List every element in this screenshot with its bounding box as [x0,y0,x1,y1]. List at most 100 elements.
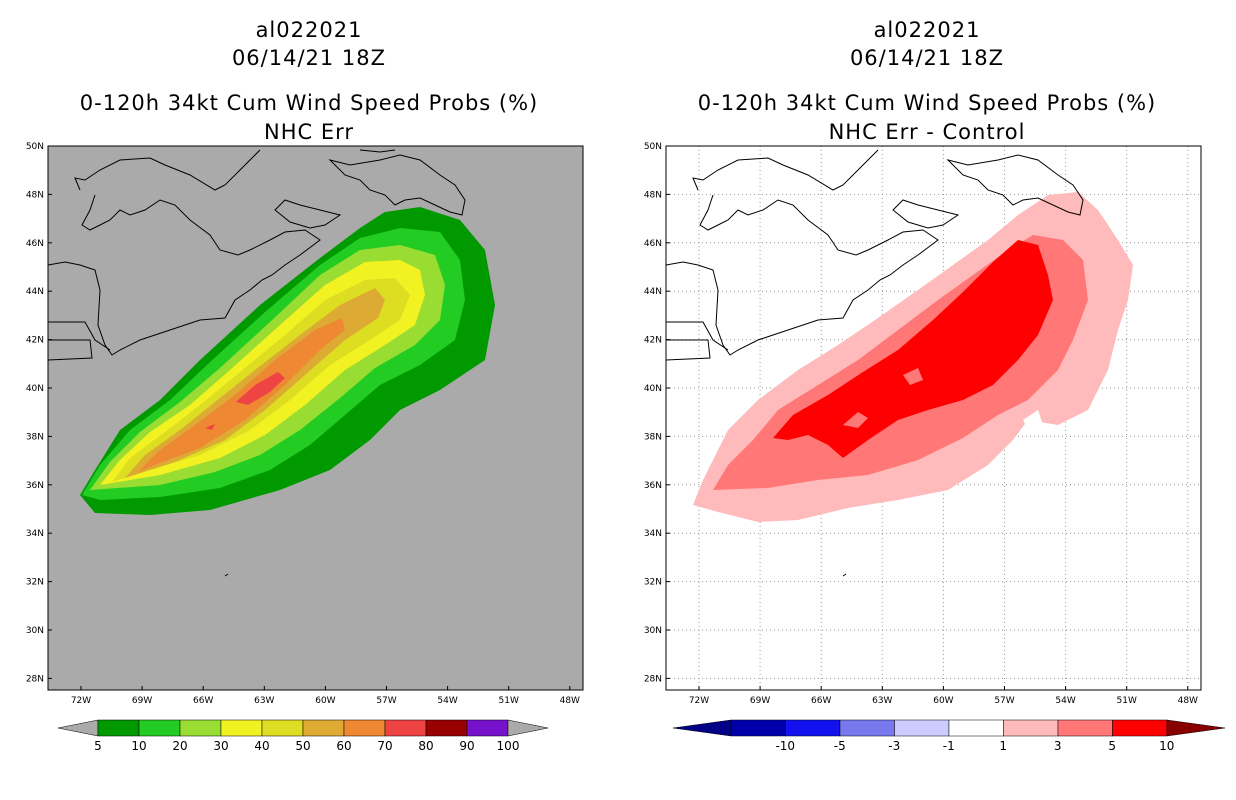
colorbar-label-10: 10 [131,739,146,753]
colorbar-segment-4 [948,719,1004,737]
lon-label-69W: 69W [750,696,770,706]
colorbar-left-arrow [57,719,99,737]
colorbar-segment-1 [785,719,841,737]
lat-label-30N: 30N [26,626,44,636]
left-datetime: 06/14/21 18Z [231,46,387,70]
right-map: 50N 48N 46N 44N 42N 40N 38N 36N 34N 32N 30N 28N 72W 6… [644,142,1226,753]
colorbar-segment-9 [466,719,509,737]
right-storm-id: al022021 [873,18,981,42]
left-product-title: 0-120h 34kt Cum Wind Speed Probs (%) [79,91,539,115]
lon-label-48W: 48W [1178,696,1198,706]
lon-label-48W: 48W [560,696,580,706]
right-subtitle: NHC Err - Control [828,120,1026,144]
lat-label-50N: 50N [26,142,44,152]
lat-label-40N: 40N [26,384,44,394]
lat-label-36N: 36N [644,481,662,491]
colorbar-label-3: 3 [1054,739,1062,753]
colorbar-label--10: -10 [775,739,795,753]
lon-label-60W: 60W [315,696,335,706]
lat-label-44N: 44N [644,287,662,297]
lon-label-51W: 51W [499,696,519,706]
left-subtitle: NHC Err [263,120,354,144]
colorbar-label-90: 90 [459,739,474,753]
colorbar-label-80: 80 [418,739,433,753]
colorbar-label-30: 30 [213,739,228,753]
lat-label-42N: 42N [26,336,44,346]
lat-label-28N: 28N [26,674,44,684]
contour-60 [138,318,345,472]
lon-label-63W: 63W [872,696,892,706]
lon-label-66W: 66W [811,696,831,706]
colorbar-segment-5 [302,719,345,737]
colorbar-right-arrow [1166,719,1226,737]
colorbar-label-50: 50 [295,739,310,753]
lon-label-72W: 72W [689,696,709,706]
colorbar-segment-4 [261,719,304,737]
colorbar-segment-1 [138,719,181,737]
lat-label-44N: 44N [26,287,44,297]
colorbar-label-20: 20 [172,739,187,753]
lat-label-50N: 50N [644,142,662,152]
colorbar-right-arrow [507,719,549,737]
left-map-border [47,145,584,691]
contour-70 [236,372,285,405]
colorbar-label--1: -1 [943,739,955,753]
colorbar-segment-0 [97,719,140,737]
lon-label-57W: 57W [376,696,396,706]
left-panel: al022021 06/14/21 18Z 0-120h 34kt Cum Wi… [26,18,584,753]
colorbar-segment-2 [839,719,895,737]
lat-label-28N: 28N [644,674,662,684]
diff-inner-pink [843,412,868,428]
colorbar-label-5: 5 [1108,739,1116,753]
lat-label-38N: 38N [26,432,44,442]
colorbar-segment-8 [425,719,468,737]
colorbar-segment-7 [384,719,427,737]
right-coastlines [666,149,1084,577]
lat-label-36N: 36N [26,481,44,491]
left-coastlines [48,149,466,577]
right-map-border [665,145,1202,691]
lat-label-30N: 30N [644,626,662,636]
lat-label-48N: 48N [644,190,662,200]
left-storm-id: al022021 [255,18,363,42]
colorbar-label-10: 10 [1159,739,1174,753]
lon-label-54W: 54W [437,696,457,706]
lon-label-72W: 72W [71,696,91,706]
lat-label-46N: 46N [26,239,44,249]
diff-inner-pink2 [903,368,923,385]
colorbar-label-1: 1 [999,739,1007,753]
colorbar-segment-2 [179,719,222,737]
lat-label-48N: 48N [26,190,44,200]
lat-label-34N: 34N [644,529,662,539]
colorbar-segment-6 [1057,719,1113,737]
colorbar-segment-6 [343,719,386,737]
colorbar-segment-3 [894,719,950,737]
right-difference-contours [693,192,1133,522]
colorbar-left-arrow [672,719,732,737]
colorbar-label-40: 40 [254,739,269,753]
lon-label-60W: 60W [933,696,953,706]
lon-label-57W: 57W [994,696,1014,706]
lat-label-40N: 40N [644,384,662,394]
lat-label-46N: 46N [644,239,662,249]
colorbar-segment-7 [1112,719,1168,737]
right-product-title: 0-120h 34kt Cum Wind Speed Probs (%) [697,91,1157,115]
lon-label-51W: 51W [1117,696,1137,706]
lat-label-38N: 38N [644,432,662,442]
colorbar-segment-0 [730,719,786,737]
right-panel: al022021 06/14/21 18Z 0-120h 34kt Cum Wi… [618,0,1236,800]
colorbar-label--5: -5 [834,739,846,753]
colorbar-segment-3 [220,719,263,737]
lat-label-42N: 42N [644,336,662,346]
lon-label-54W: 54W [1055,696,1075,706]
left-map: 50N 48N 46N 44N 42N 40N 38N 36N 34N 32N 30N 28N 72W 6… [26,142,584,753]
colorbar-label-100: 100 [497,739,520,753]
lat-label-34N: 34N [26,529,44,539]
contour-70b [205,424,215,430]
lat-label-32N: 32N [644,578,662,588]
colorbar-segment-5 [1003,719,1059,737]
lat-label-32N: 32N [26,578,44,588]
colorbar-label-70: 70 [377,739,392,753]
diff-5 [773,240,1053,458]
colorbar-label-60: 60 [336,739,351,753]
